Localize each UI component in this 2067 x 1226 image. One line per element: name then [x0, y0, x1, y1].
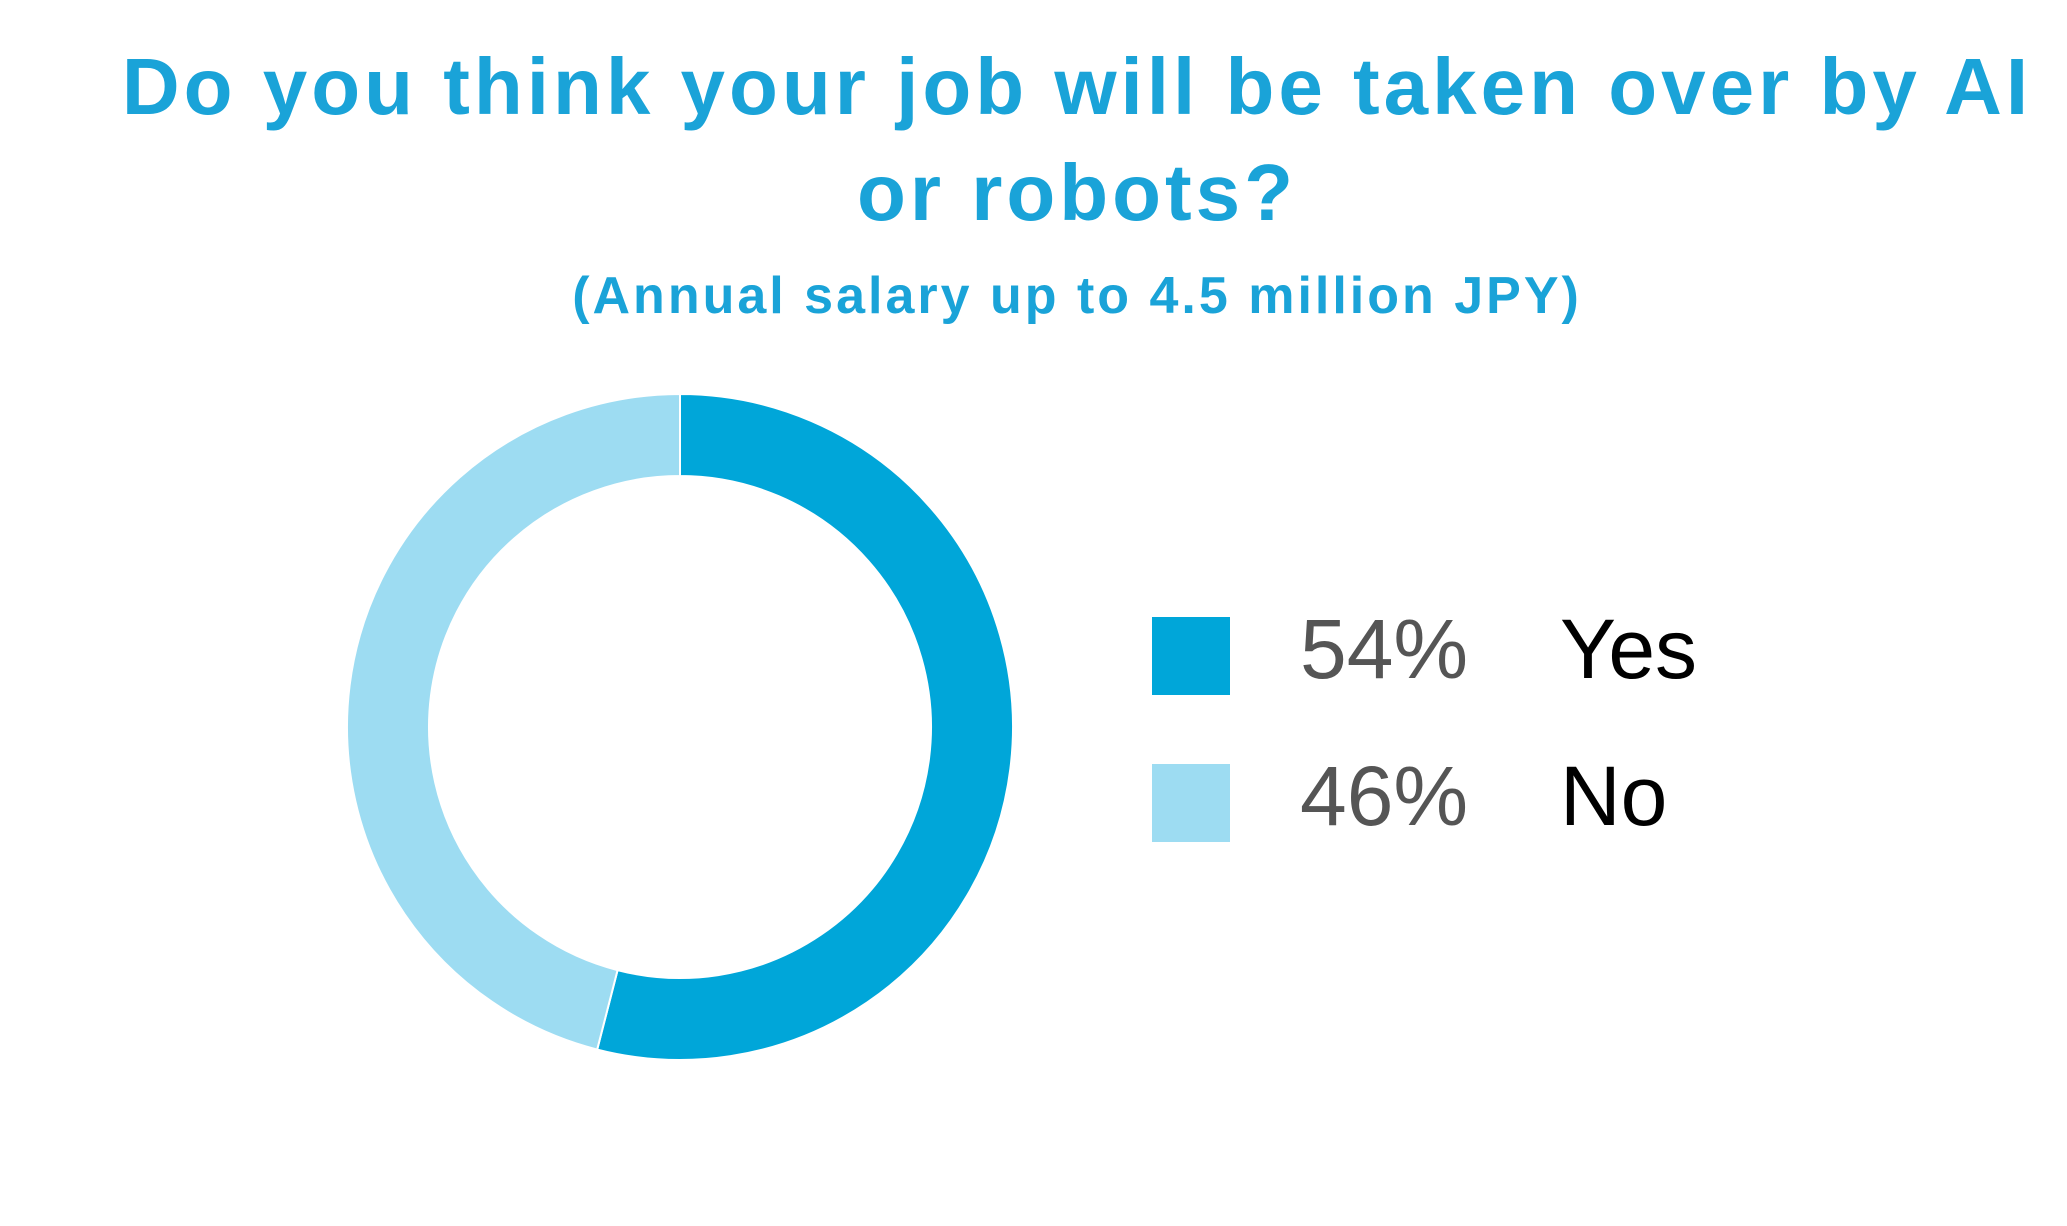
- legend-swatch: [1152, 764, 1230, 842]
- chart-title: Do you think your job will be taken over…: [121, 42, 2033, 237]
- legend-label: No: [1560, 749, 1667, 843]
- donut-segment: [346, 392, 681, 1051]
- value-label: 46%: [1300, 749, 1468, 843]
- legend-label: Yes: [1560, 602, 1697, 696]
- chart-subtitle: (Annual salary up to 4.5 million JPY): [572, 267, 1582, 325]
- donut-segment: [595, 392, 1014, 1061]
- legend-swatch: [1152, 617, 1230, 695]
- value-label: 54%: [1300, 602, 1468, 696]
